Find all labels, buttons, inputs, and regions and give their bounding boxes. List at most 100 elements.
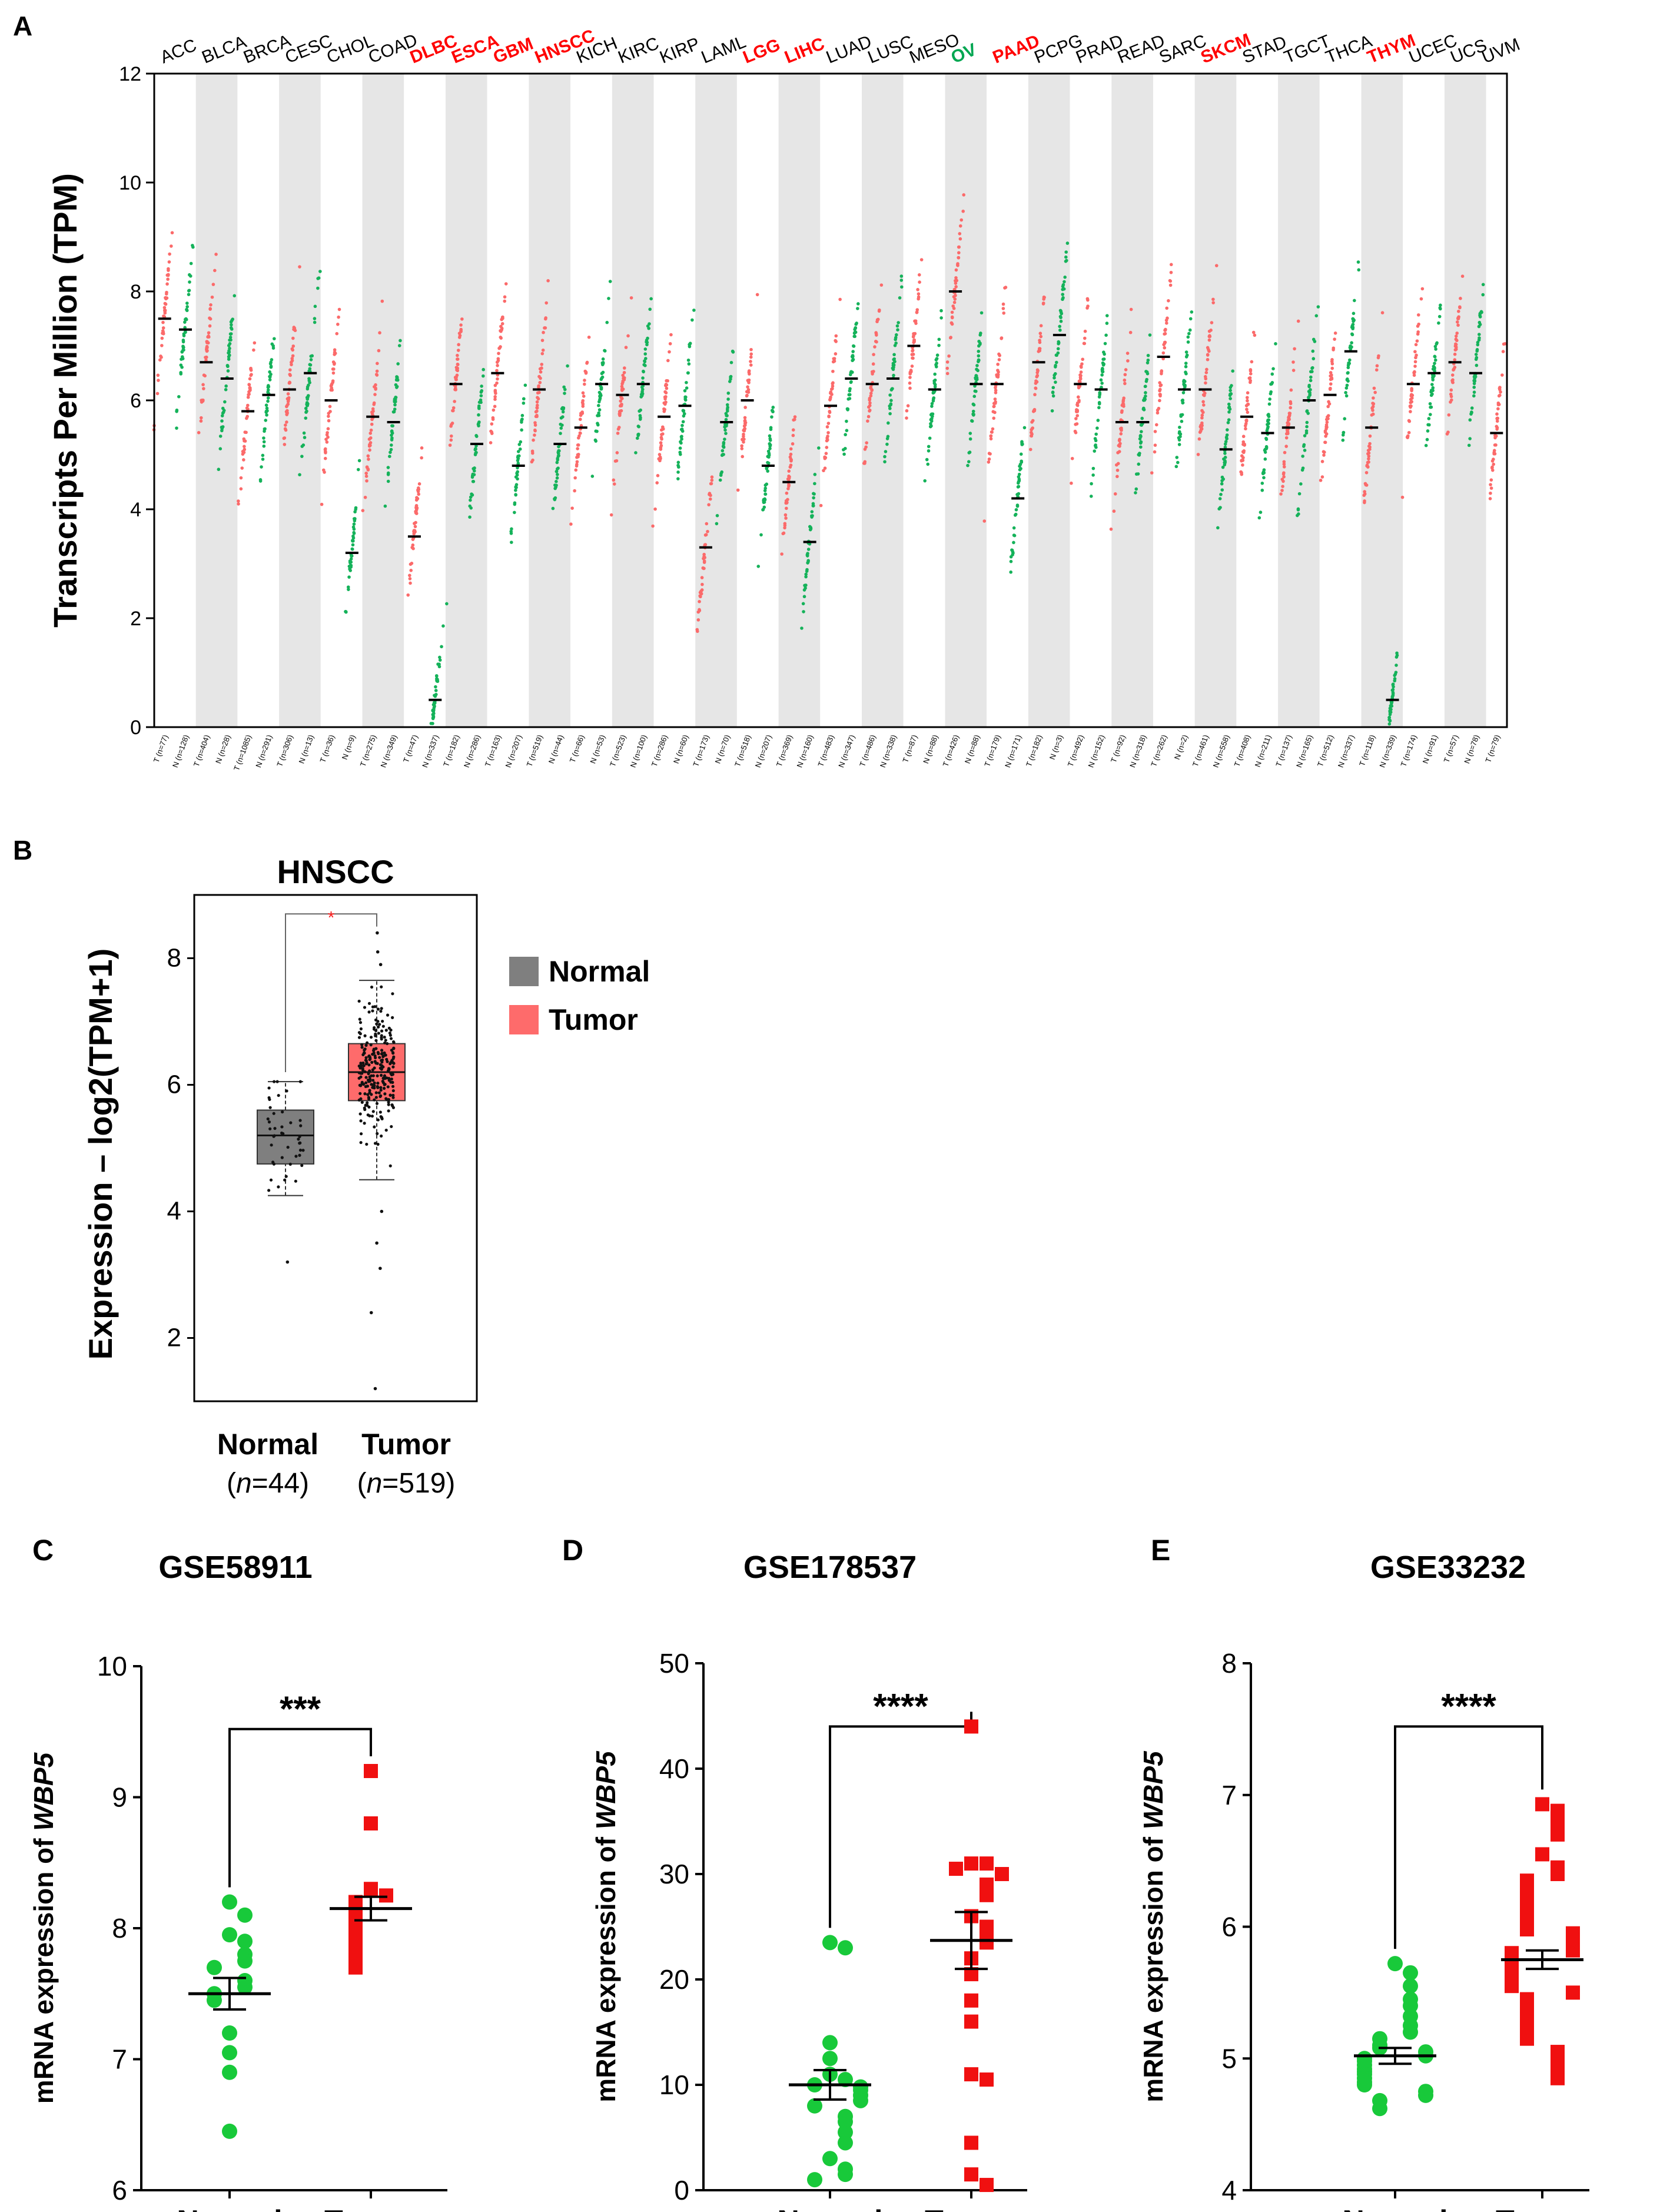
data-point [269, 364, 273, 368]
normal-point [853, 2092, 868, 2108]
data-point [243, 439, 246, 443]
data-point [513, 510, 516, 515]
data-point [454, 388, 457, 392]
data-point [269, 1178, 273, 1182]
data-point [182, 334, 186, 337]
data-point [643, 352, 648, 356]
data-point [576, 453, 580, 457]
cancer-label: LGG [741, 35, 783, 68]
data-point [474, 435, 479, 438]
data-point [608, 280, 612, 283]
data-point [1165, 321, 1168, 325]
data-point [284, 423, 287, 427]
data-point [958, 224, 962, 228]
data-point [479, 394, 483, 397]
data-point [431, 712, 435, 717]
data-point [374, 1047, 378, 1050]
data-point [838, 297, 842, 301]
data-point [1081, 357, 1085, 362]
data-point [1394, 671, 1398, 674]
data-point [335, 331, 339, 336]
data-point [366, 1113, 370, 1117]
data-point [227, 349, 231, 353]
data-point [544, 316, 547, 320]
data-point [542, 330, 545, 334]
data-point [679, 452, 682, 456]
data-point [945, 360, 949, 364]
data-point [1190, 310, 1194, 314]
data-point [370, 1115, 374, 1118]
data-point [367, 1063, 371, 1067]
data-point [1348, 358, 1352, 362]
data-point [1389, 704, 1393, 708]
data-point [1414, 343, 1418, 347]
data-point [1158, 393, 1162, 396]
data-point [384, 1128, 388, 1132]
data-point [793, 415, 797, 419]
data-point [1453, 352, 1457, 356]
data-point [1244, 422, 1248, 426]
data-point [374, 1039, 378, 1042]
data-point [241, 452, 245, 456]
data-point [1409, 404, 1413, 408]
data-point [180, 357, 183, 361]
outlier-point [380, 1209, 384, 1213]
data-point [679, 427, 683, 432]
data-point [493, 404, 497, 409]
data-point [1253, 333, 1257, 337]
data-point [1322, 453, 1326, 457]
group-label: T (n=486) [858, 734, 877, 768]
data-point [228, 336, 233, 339]
data-point [366, 1101, 369, 1105]
data-point [1426, 429, 1430, 433]
cancer-band [1236, 74, 1279, 727]
data-point [1326, 414, 1330, 417]
data-point [379, 1009, 383, 1013]
data-point [1260, 488, 1264, 492]
data-point [669, 333, 673, 337]
data-point [966, 463, 970, 467]
data-point [307, 383, 310, 387]
data-point [1159, 383, 1163, 387]
data-point [623, 366, 626, 370]
data-point [573, 489, 576, 493]
data-point [408, 577, 412, 581]
data-point [1490, 468, 1495, 472]
data-point [531, 458, 534, 462]
data-point [710, 475, 714, 479]
significance-bracket [829, 1712, 972, 1928]
data-point [392, 410, 396, 414]
data-point [374, 1091, 378, 1095]
data-point [923, 479, 927, 483]
data-point [366, 1041, 369, 1044]
data-point [1227, 418, 1231, 422]
data-point [810, 514, 814, 518]
data-point [826, 435, 829, 438]
data-point [299, 1124, 303, 1127]
normal-point [207, 1959, 222, 1975]
data-point [272, 1112, 275, 1115]
data-point [1100, 373, 1104, 377]
data-point [1118, 427, 1123, 430]
data-point [1329, 377, 1333, 382]
data-point [275, 1080, 279, 1083]
data-point [1433, 358, 1437, 362]
data-point [709, 493, 712, 498]
data-point [668, 350, 671, 354]
data-point [1128, 330, 1133, 334]
data-point [962, 193, 966, 197]
data-point [395, 375, 399, 379]
group-label: N (n=60) [672, 734, 690, 765]
data-point [687, 362, 691, 366]
data-point [434, 689, 438, 692]
data-point [298, 1119, 302, 1122]
data-point [371, 1079, 375, 1082]
data-point [1199, 427, 1203, 431]
normal-point [1372, 2101, 1387, 2117]
data-point [1416, 330, 1420, 334]
data-point [1121, 398, 1125, 402]
data-point [1266, 423, 1269, 426]
data-point [376, 1086, 380, 1089]
tumor-point [964, 2014, 978, 2029]
group-label: T (n=408) [1232, 734, 1251, 768]
